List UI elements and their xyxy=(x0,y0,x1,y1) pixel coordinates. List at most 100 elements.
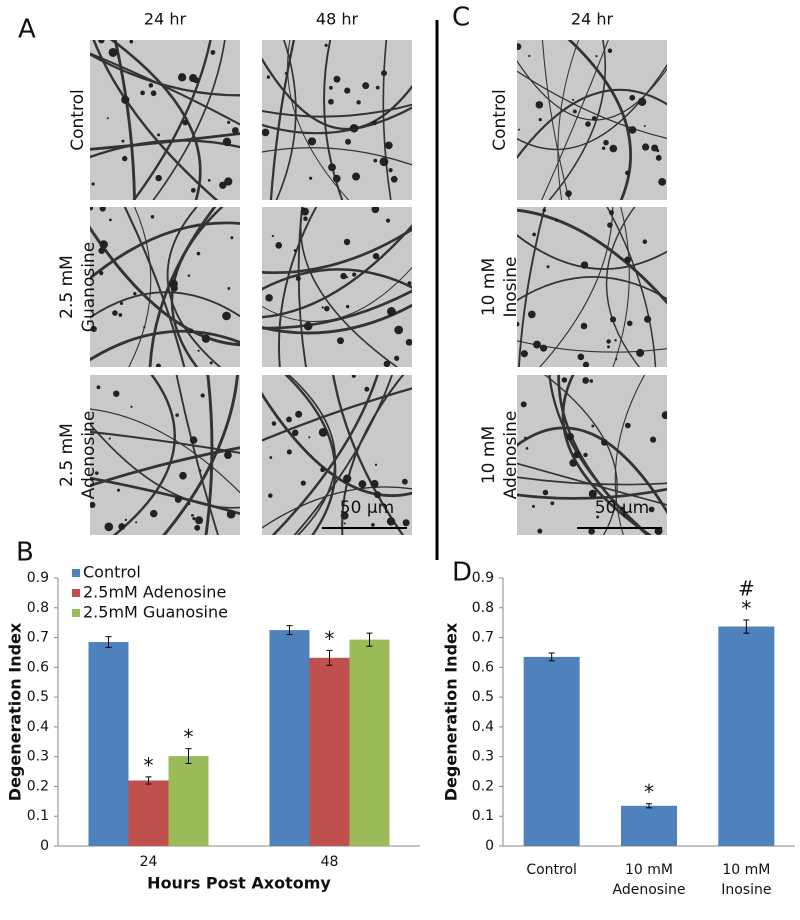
debris xyxy=(150,214,155,219)
y-tick-label: 0.1 xyxy=(472,808,494,824)
debris xyxy=(149,509,158,518)
debris xyxy=(269,456,273,459)
debris xyxy=(607,345,610,349)
neurite xyxy=(278,207,318,367)
column-label: 24 hr xyxy=(571,10,614,29)
debris xyxy=(364,386,370,392)
debris xyxy=(629,94,636,101)
neurite xyxy=(262,224,412,319)
debris xyxy=(320,467,326,473)
debris xyxy=(352,172,361,181)
neurite xyxy=(605,207,641,367)
debris xyxy=(187,274,191,277)
neurite xyxy=(517,59,667,121)
error-bar xyxy=(185,748,192,765)
x-axis-label: Hours Post Axotomy xyxy=(147,874,331,893)
y-tick-label: 0.2 xyxy=(472,778,494,794)
neurites xyxy=(90,207,240,367)
debris xyxy=(230,236,234,240)
debris xyxy=(271,234,275,238)
debris xyxy=(542,489,549,496)
debris xyxy=(615,358,618,361)
debris xyxy=(307,137,317,146)
micrograph xyxy=(517,207,667,367)
y-axis-label: Degeneration Index xyxy=(442,622,461,801)
debris xyxy=(525,446,529,450)
neurite xyxy=(517,207,546,367)
y-axis-label: Degeneration Index xyxy=(6,622,25,801)
panel-label: D xyxy=(452,558,472,588)
debris xyxy=(308,436,311,439)
debris xyxy=(524,436,527,440)
row-label: Inosine xyxy=(501,256,521,317)
debris xyxy=(603,139,609,146)
debris xyxy=(384,141,393,150)
bar xyxy=(168,756,209,846)
neurite xyxy=(271,375,379,535)
debris xyxy=(174,495,182,503)
debris xyxy=(343,238,351,246)
debris xyxy=(372,252,380,260)
neurite xyxy=(262,303,412,335)
debris xyxy=(537,528,543,534)
legend-label: 2.5mM Adenosine xyxy=(83,583,226,602)
micrograph xyxy=(90,207,240,367)
debris xyxy=(90,207,94,211)
y-tick-label: 0.7 xyxy=(27,630,49,646)
debris xyxy=(286,416,292,423)
error-bar xyxy=(105,636,112,648)
debris xyxy=(572,98,575,101)
debris xyxy=(98,247,105,254)
neurites xyxy=(517,40,667,200)
debris xyxy=(135,521,138,524)
y-tick-label: 0.5 xyxy=(27,689,49,705)
debris xyxy=(520,350,528,358)
debris xyxy=(654,527,663,535)
debris xyxy=(394,355,400,361)
neurite xyxy=(90,446,240,488)
y-tick-label: 0.2 xyxy=(27,778,49,794)
debris xyxy=(614,339,617,342)
debris xyxy=(200,393,205,398)
debris xyxy=(643,125,646,128)
debris xyxy=(565,190,572,197)
x-tick-label: 24 xyxy=(140,854,158,870)
micrograph xyxy=(90,40,240,200)
neurite xyxy=(539,207,614,367)
debris xyxy=(588,528,595,535)
bar xyxy=(128,780,169,846)
neurite xyxy=(92,40,219,200)
debris xyxy=(582,377,589,384)
scale-bar-label: 50 μm xyxy=(595,498,649,518)
y-tick-label: 0.8 xyxy=(472,600,494,616)
y-tick-label: 0 xyxy=(40,838,49,854)
debris xyxy=(130,405,133,408)
debris xyxy=(540,344,548,352)
debris xyxy=(644,315,652,323)
debris xyxy=(517,43,522,51)
neurite xyxy=(90,329,240,362)
debris xyxy=(340,511,349,520)
debris xyxy=(374,463,378,466)
neurite xyxy=(262,387,412,442)
debris xyxy=(356,100,361,105)
debris xyxy=(265,294,273,302)
legend-swatch xyxy=(72,609,80,617)
debris xyxy=(596,515,600,519)
neurite xyxy=(517,276,667,302)
debris xyxy=(582,361,590,367)
neurite xyxy=(287,375,336,535)
y-tick-label: 0.3 xyxy=(472,749,494,765)
debris xyxy=(658,177,667,186)
debris xyxy=(528,310,536,319)
debris xyxy=(535,101,544,109)
debris xyxy=(108,437,111,440)
micrograph xyxy=(262,207,412,367)
bar xyxy=(309,657,350,846)
row-label: 10 mM xyxy=(479,426,499,484)
debris xyxy=(345,138,352,145)
legend-swatch xyxy=(72,589,80,597)
debris xyxy=(601,146,606,150)
y-tick-label: 0.8 xyxy=(27,600,49,616)
